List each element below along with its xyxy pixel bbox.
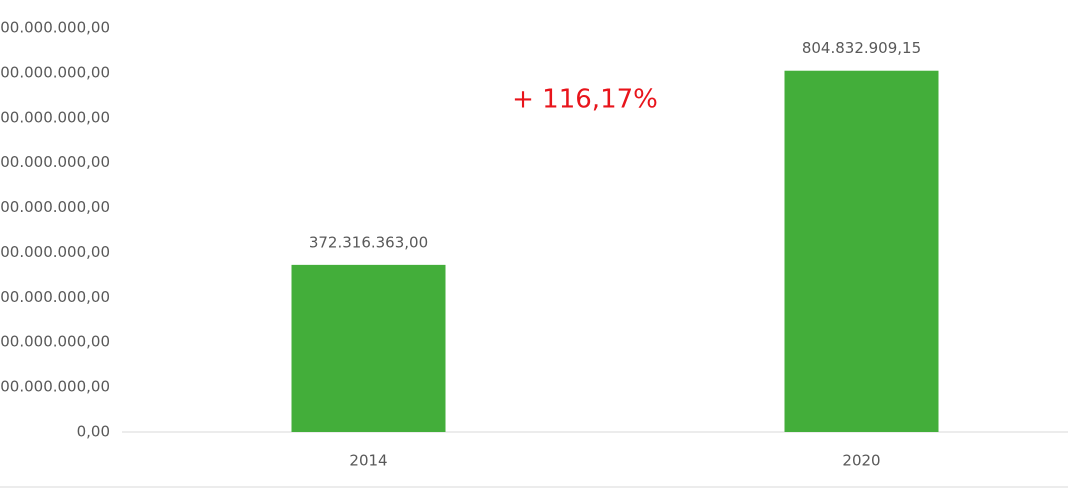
- y-tick-label: 700.000.000,00: [0, 108, 110, 126]
- bar: [784, 70, 939, 432]
- x-tick-label: 2020: [842, 452, 880, 470]
- y-tick-label: 0,00: [77, 423, 110, 441]
- y-tick-label: 300.000.000,00: [0, 288, 110, 306]
- x-tick-label: 2014: [349, 452, 387, 470]
- y-tick-label: 900.000.000,00: [0, 19, 110, 37]
- annotation: + 116,17%: [512, 85, 658, 115]
- y-tick-label: 100.000.000,00: [0, 378, 110, 396]
- data-label: 804.832.909,15: [802, 39, 921, 57]
- data-label: 372.316.363,00: [309, 233, 428, 251]
- y-tick-label: 400.000.000,00: [0, 243, 110, 261]
- bar: [291, 264, 446, 432]
- y-tick-label: 600.000.000,00: [0, 153, 110, 171]
- y-tick-label: 500.000.000,00: [0, 198, 110, 216]
- y-tick-label: 200.000.000,00: [0, 333, 110, 351]
- y-tick-label: 800.000.000,00: [0, 63, 110, 81]
